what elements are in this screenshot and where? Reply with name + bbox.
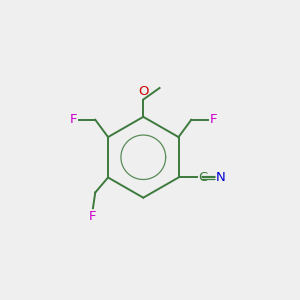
Text: O: O	[138, 85, 148, 98]
Text: C: C	[198, 171, 207, 184]
Text: F: F	[70, 113, 77, 126]
Text: F: F	[209, 113, 217, 126]
Text: N: N	[215, 171, 225, 184]
Text: F: F	[89, 210, 97, 223]
